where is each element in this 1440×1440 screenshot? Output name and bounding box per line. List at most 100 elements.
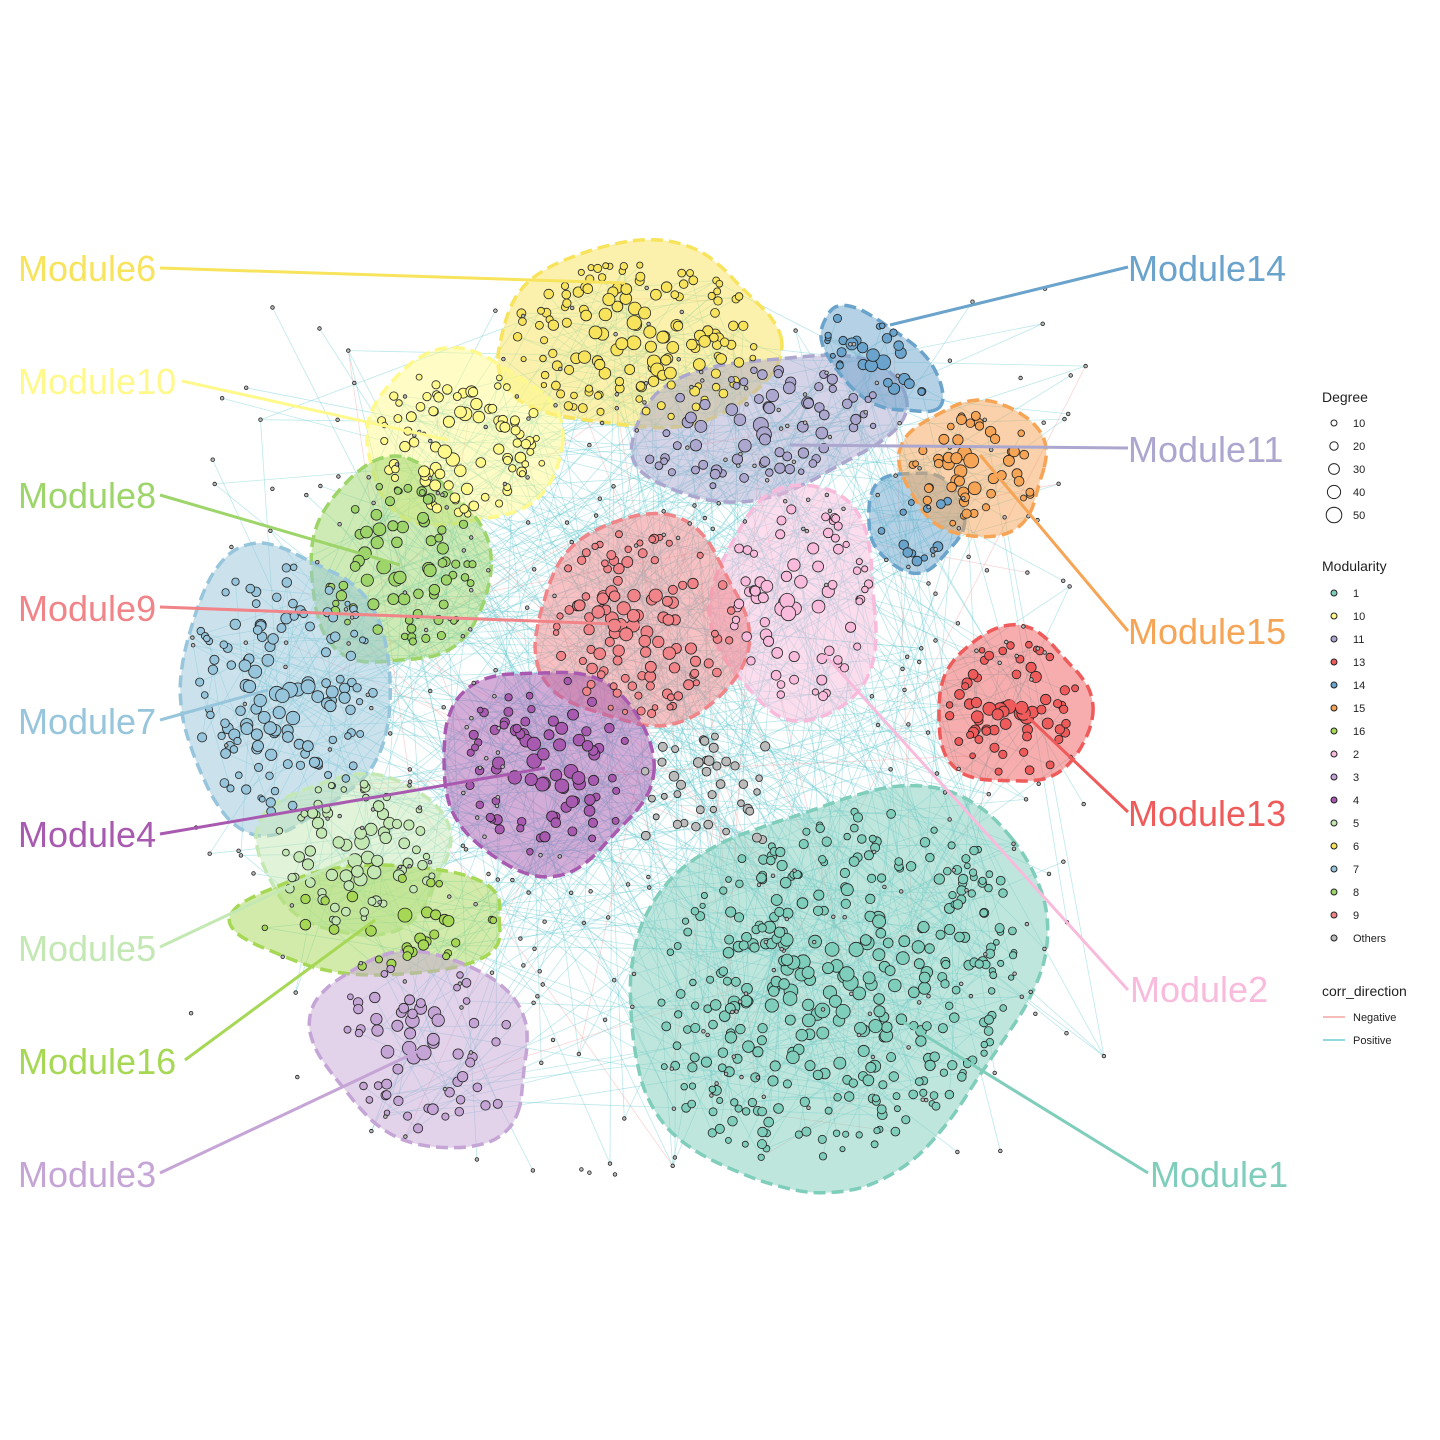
node-module-others <box>625 882 631 887</box>
node-module-1 <box>865 1061 877 1073</box>
node-module-1 <box>894 1105 901 1113</box>
node-module-others <box>716 501 721 506</box>
node-module-14 <box>835 361 844 370</box>
node-module-4 <box>466 748 475 757</box>
node-module-2 <box>823 527 834 539</box>
node-module-9 <box>612 644 625 657</box>
node-module-others <box>1018 375 1023 381</box>
node-module-8 <box>468 560 477 569</box>
node-module-16 <box>346 890 359 903</box>
node-module-others <box>553 403 558 408</box>
node-module-11 <box>645 454 655 464</box>
node-module-10 <box>415 373 423 381</box>
node-module-others <box>283 640 289 645</box>
node-module-8 <box>384 496 395 507</box>
node-module-4 <box>504 693 513 702</box>
node-module-others <box>402 394 408 399</box>
node-module-others <box>646 321 651 327</box>
node-module-5 <box>339 869 353 883</box>
node-module-others <box>897 421 902 426</box>
node-module-3 <box>407 1008 418 1020</box>
node-module-others <box>1023 797 1029 802</box>
node-module-4 <box>526 753 542 769</box>
legend-modularity-label: 4 <box>1353 795 1359 807</box>
node-module-others <box>477 765 483 770</box>
legend-modularity-swatch <box>1330 704 1338 712</box>
node-module-others <box>900 666 905 672</box>
node-module-1 <box>660 1063 668 1070</box>
node-module-others <box>824 492 830 498</box>
node-module-9 <box>636 539 644 547</box>
node-module-others <box>190 635 195 640</box>
node-module-4 <box>587 696 598 707</box>
node-module-others <box>646 874 651 880</box>
node-module-7 <box>252 740 264 752</box>
legend-modularity-label: 8 <box>1353 887 1359 899</box>
node-module-others <box>792 868 797 873</box>
node-module-13 <box>1071 684 1079 693</box>
node-module-others <box>346 641 351 646</box>
node-module-15 <box>986 488 996 499</box>
node-module-6 <box>644 340 657 353</box>
legend-modularity-label: 9 <box>1353 910 1359 922</box>
node-module-10 <box>480 492 490 502</box>
node-module-others <box>661 532 666 537</box>
node-module-1 <box>857 834 867 844</box>
node-module-11 <box>739 473 749 483</box>
node-module-11 <box>826 373 838 385</box>
node-module-4 <box>567 826 578 837</box>
node-module-others <box>1025 570 1030 575</box>
node-module-3 <box>455 1095 466 1105</box>
node-module-10 <box>521 460 530 468</box>
node-module-others <box>917 466 922 471</box>
node-module-others <box>459 1005 464 1010</box>
node-module-3 <box>431 1013 445 1027</box>
node-module-10 <box>422 391 432 402</box>
node-module-8 <box>434 533 444 543</box>
node-module-11 <box>868 391 877 400</box>
node-module-1 <box>767 1075 779 1087</box>
node-module-others <box>753 788 761 796</box>
node-module-others <box>730 1009 735 1015</box>
node-module-others <box>568 890 574 895</box>
module-label-4: Module4 <box>18 814 156 855</box>
node-module-11 <box>750 366 758 374</box>
node-module-others <box>841 506 846 511</box>
node-module-6 <box>734 292 744 301</box>
node-module-6 <box>686 338 698 351</box>
node-module-others <box>947 358 953 363</box>
node-module-1 <box>983 1014 994 1025</box>
node-module-5 <box>411 845 421 855</box>
node-module-5 <box>428 872 436 880</box>
node-module-1 <box>689 978 697 987</box>
legend-modularity-swatch <box>1330 658 1338 666</box>
node-module-9 <box>627 588 641 603</box>
node-module-8 <box>406 623 417 634</box>
node-module-14 <box>824 331 832 339</box>
node-module-others <box>207 851 212 856</box>
node-module-2 <box>852 566 862 575</box>
node-module-others <box>444 505 449 510</box>
node-module-6 <box>656 330 670 344</box>
node-module-7 <box>261 653 275 667</box>
node-module-others <box>469 535 474 540</box>
leader-line-14 <box>889 265 1129 327</box>
node-module-15 <box>1025 487 1035 497</box>
node-module-others <box>771 967 776 973</box>
node-module-4 <box>565 795 579 808</box>
node-module-3 <box>380 970 389 978</box>
node-module-1 <box>829 994 842 1008</box>
node-module-1 <box>756 872 767 884</box>
node-module-3 <box>381 1078 393 1090</box>
node-module-others <box>1012 971 1017 976</box>
module-label-9: Module9 <box>18 588 156 629</box>
node-module-14 <box>836 347 847 358</box>
node-module-13 <box>1053 699 1063 709</box>
node-module-others <box>315 560 320 565</box>
node-module-1 <box>956 1072 967 1082</box>
node-module-11 <box>765 468 774 477</box>
node-module-5 <box>304 845 316 857</box>
node-module-6 <box>602 292 616 306</box>
node-module-4 <box>588 774 600 786</box>
node-module-16 <box>435 880 443 888</box>
